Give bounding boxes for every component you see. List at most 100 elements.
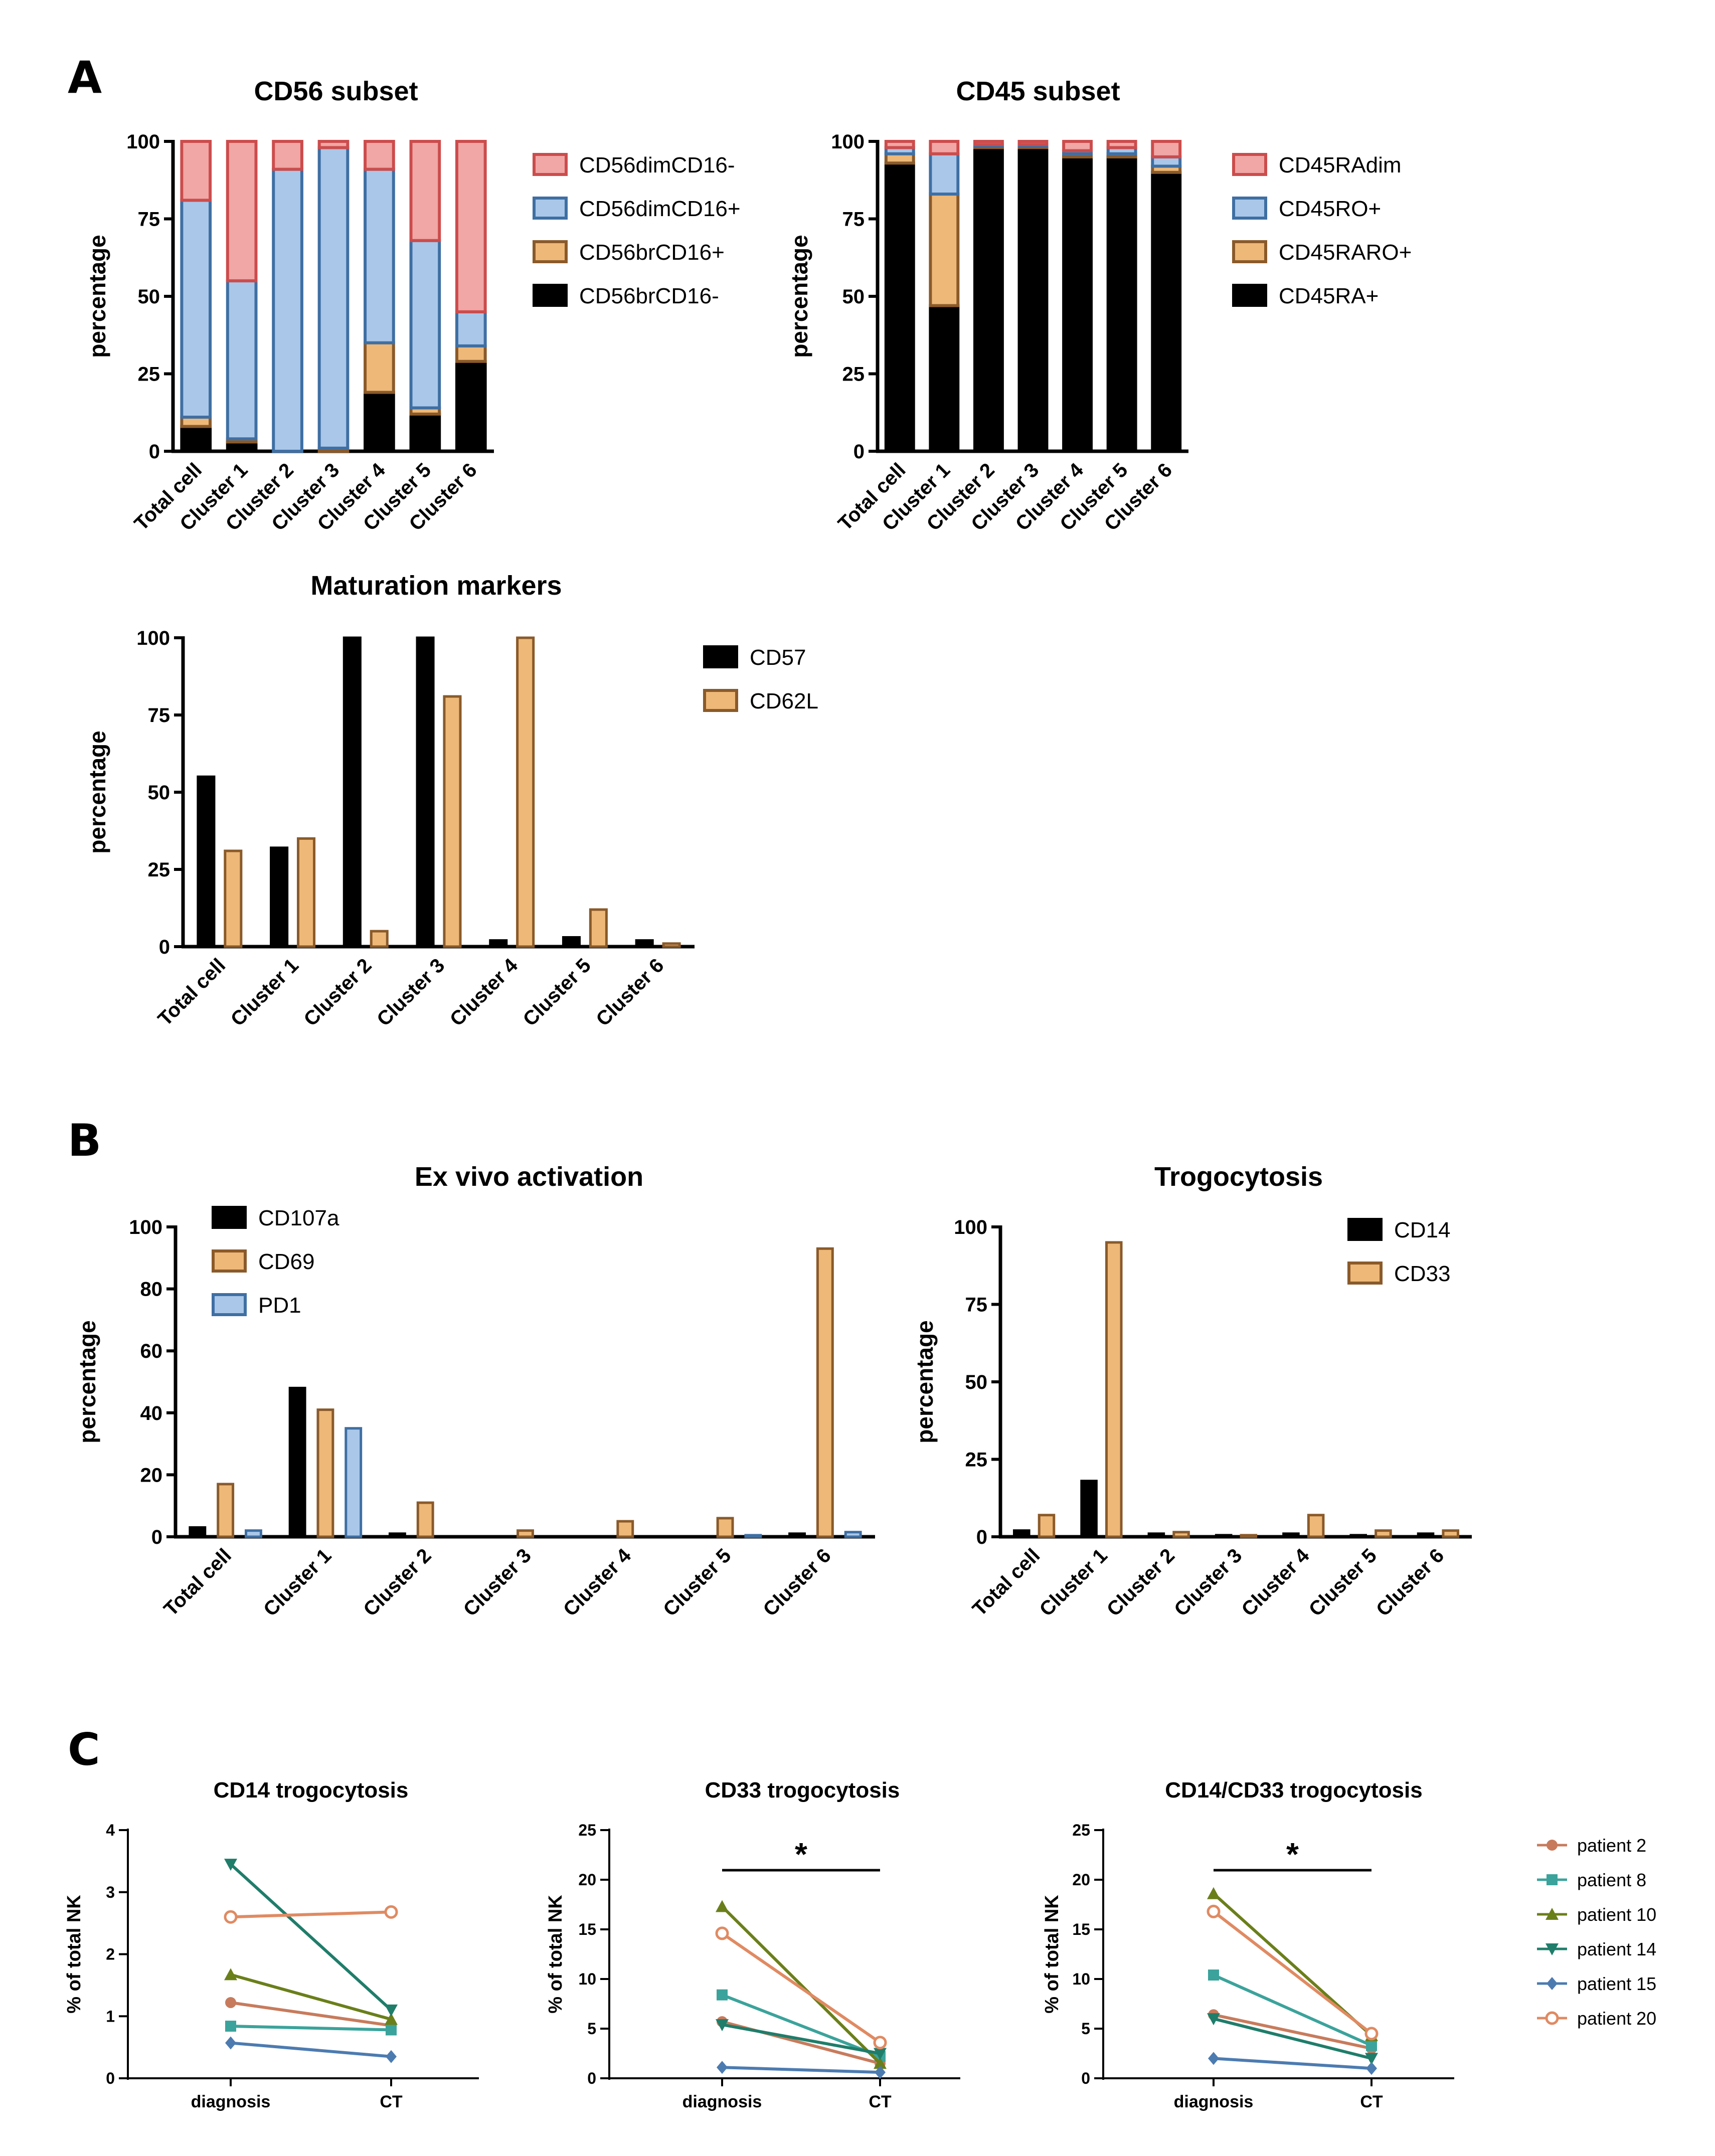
legend-label-cd57: CD57 bbox=[750, 645, 806, 670]
bar-cd57-total-cell bbox=[197, 775, 216, 948]
x-tick-label: Cluster 1 bbox=[259, 1544, 335, 1621]
bar-cd62l-cluster-2 bbox=[370, 930, 389, 948]
bar-cd45radim-cluster-3 bbox=[1017, 140, 1049, 146]
y-tick-label: 20 bbox=[140, 1464, 163, 1486]
legend-swatch-cd56dimcd16 bbox=[533, 153, 568, 176]
cd33-trogocytosis-chart: CD33 trogocytosis % of total NK 0 5 10 15 20 25… bbox=[545, 1778, 960, 2111]
bar-cd57-cluster-6 bbox=[635, 939, 654, 948]
x-tick-label: CT bbox=[1360, 2092, 1383, 2111]
x-tick-label: CT bbox=[380, 2092, 403, 2111]
legend-marker-patient-15 bbox=[1547, 1977, 1558, 1990]
point-patient-8-ct bbox=[1366, 2040, 1377, 2051]
bar-cd57-cluster-2 bbox=[342, 636, 362, 948]
legend-swatch-cd107a bbox=[212, 1206, 247, 1229]
point-patient-15-ct bbox=[1366, 2062, 1377, 2075]
y-axis-label: percentage bbox=[84, 731, 110, 853]
bar-cd45raro-cluster-1 bbox=[929, 193, 960, 307]
y-tick-label: 75 bbox=[148, 704, 170, 727]
chart-title: Maturation markers bbox=[310, 571, 562, 601]
y-axis-label: % of total NK bbox=[545, 1895, 566, 2014]
series-line-patient-14 bbox=[722, 2023, 881, 2055]
legend-label-pd1: PD1 bbox=[258, 1293, 301, 1318]
point-patient-15-diagnosis bbox=[225, 2036, 236, 2050]
panel-label-b: B bbox=[68, 1115, 101, 1166]
point-patient-15-diagnosis bbox=[1208, 2052, 1219, 2065]
bar-cd45ra-cluster-1 bbox=[929, 304, 960, 453]
y-tick-label: 25 bbox=[1072, 1821, 1090, 1839]
bar-cd14-cluster-2 bbox=[1147, 1532, 1165, 1538]
legend-label-cd14: CD14 bbox=[1394, 1218, 1451, 1242]
y-tick-label: 1 bbox=[106, 2007, 115, 2025]
point-patient-10-ct bbox=[874, 2057, 887, 2069]
point-patient-20-diagnosis bbox=[1207, 1904, 1221, 1918]
legend-label-cd56brcd16: CD56brCD16+ bbox=[579, 240, 725, 265]
legend-label-patient-10: patient 10 bbox=[1577, 1904, 1656, 1925]
bar-cd56dimcd16-total-cell bbox=[180, 199, 212, 419]
point-patient-14-ct bbox=[874, 2048, 887, 2060]
x-tick-label: Cluster 1 bbox=[227, 954, 303, 1030]
bar-cd56dimcd16-cluster-5 bbox=[409, 239, 441, 410]
legend-label-cd56dimcd16: CD56dimCD16- bbox=[579, 153, 735, 177]
chart-title: CD45 subset bbox=[956, 76, 1120, 106]
chart-title: CD56 subset bbox=[254, 76, 418, 106]
point-patient-20-ct bbox=[873, 2036, 887, 2050]
significance-marker: * bbox=[795, 1836, 807, 1872]
point-patient-10-diagnosis bbox=[224, 1968, 237, 1981]
x-tick-label: Cluster 4 bbox=[446, 954, 523, 1031]
bar-cd45radim-cluster-5 bbox=[1106, 140, 1137, 149]
y-axis-label: % of total NK bbox=[1042, 1895, 1063, 2014]
legend-marker-patient-10 bbox=[1546, 1908, 1559, 1920]
series-line-patient-20 bbox=[1213, 1910, 1373, 2035]
bar-cd45ra-cluster-6 bbox=[1151, 170, 1182, 453]
y-tick-label: 20 bbox=[1072, 1871, 1090, 1889]
bar-cd107a-cluster-2 bbox=[388, 1532, 406, 1538]
bar-cd56brcd16-cluster-4 bbox=[364, 341, 395, 394]
x-tick-label: Total cell bbox=[159, 1544, 236, 1621]
series-line-patient-15 bbox=[722, 2066, 881, 2074]
y-tick-label: 40 bbox=[140, 1402, 163, 1424]
bar-cd62l-total-cell bbox=[224, 849, 243, 948]
bar-cd57-cluster-4 bbox=[489, 939, 508, 948]
bar-cd107a-total-cell bbox=[189, 1526, 207, 1538]
y-tick-label: 0 bbox=[853, 441, 865, 463]
legend-label-patient-8: patient 8 bbox=[1577, 1870, 1646, 1890]
legend-swatch-cd69 bbox=[212, 1249, 247, 1273]
series-line-patient-2 bbox=[1213, 2013, 1372, 2050]
bar-pd1-cluster-6 bbox=[844, 1531, 862, 1538]
series-line-patient-20 bbox=[721, 1932, 881, 2044]
y-tick-label: 15 bbox=[578, 1920, 596, 1938]
bar-cd33-cluster-3 bbox=[1240, 1534, 1258, 1538]
bar-cd14-cluster-5 bbox=[1349, 1534, 1367, 1538]
y-tick-label: 10 bbox=[578, 1970, 596, 1988]
x-tick-label: Cluster 4 bbox=[559, 1544, 636, 1621]
chart-title: CD14/CD33 trogocytosis bbox=[1165, 1778, 1422, 1803]
bar-cd14-cluster-1 bbox=[1080, 1480, 1098, 1538]
x-tick-label: Cluster 6 bbox=[759, 1544, 835, 1621]
bar-cd56brcd16-total-cell bbox=[180, 425, 212, 453]
legend-marker-patient-2 bbox=[1547, 1840, 1558, 1851]
bar-cd62l-cluster-6 bbox=[662, 942, 681, 948]
bar-cd33-cluster-4 bbox=[1307, 1514, 1325, 1538]
bar-cd33-cluster-2 bbox=[1172, 1531, 1190, 1538]
y-tick-label: 0 bbox=[106, 2069, 115, 2087]
series-line-patient-8 bbox=[1213, 1973, 1373, 2047]
x-tick-label: CT bbox=[869, 2092, 892, 2111]
bar-cd45ra-total-cell bbox=[884, 161, 915, 453]
chart-title: CD33 trogocytosis bbox=[705, 1778, 900, 1803]
legend-label-cd56brcd16: CD56brCD16- bbox=[579, 284, 719, 308]
panel-label-c: C bbox=[68, 1724, 100, 1775]
y-axis-label: % of total NK bbox=[64, 1895, 85, 2014]
legend-label-cd33: CD33 bbox=[1394, 1262, 1451, 1286]
x-tick-label: Cluster 2 bbox=[1103, 1544, 1179, 1621]
series-line-patient-14 bbox=[229, 1863, 393, 2012]
legend-marker-patient-14 bbox=[1546, 1943, 1559, 1955]
y-tick-label: 100 bbox=[831, 131, 865, 153]
legend-marker-patient-8 bbox=[1547, 1874, 1558, 1885]
cd14-trogocytosis-chart: CD14 trogocytosis % of total NK 0 1 2 3 4 diagn… bbox=[64, 1778, 479, 2111]
point-patient-14-diagnosis bbox=[716, 2019, 729, 2032]
point-patient-10-diagnosis bbox=[1207, 1887, 1220, 1899]
trogocytosis-chart: Trogocytosis percentage 0 25 50 75 100 Total ce… bbox=[912, 1162, 1472, 1621]
bar-cd45radim-cluster-2 bbox=[973, 140, 1004, 146]
